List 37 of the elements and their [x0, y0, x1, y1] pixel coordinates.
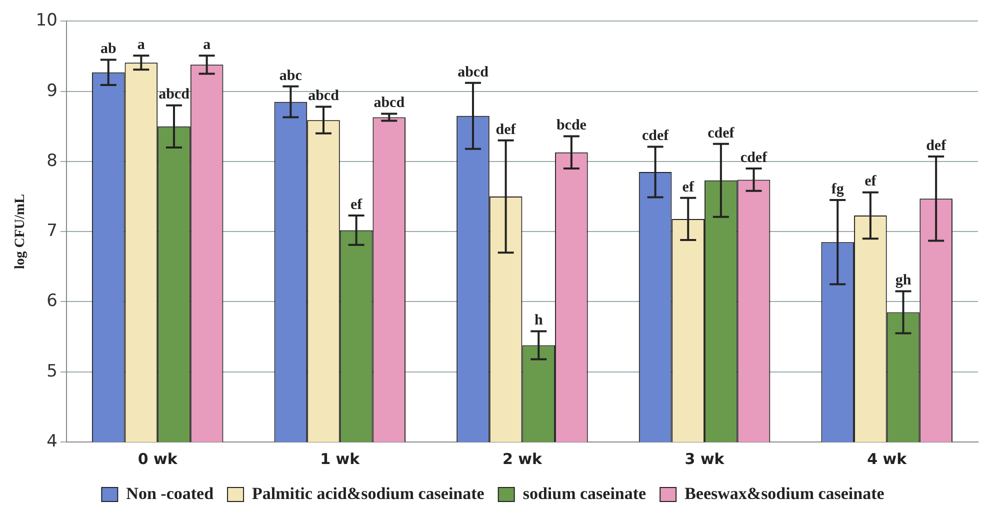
annotation: fg [831, 181, 844, 198]
annotation: h [534, 312, 544, 329]
x-tick-label: 0 wk [138, 450, 178, 468]
x-tick-label: 2 wk [502, 450, 543, 468]
annotation: ef [350, 196, 364, 213]
annotation: abcd [458, 64, 490, 80]
annotation: cdef [642, 128, 670, 144]
annotation: abcd [158, 86, 190, 103]
y-tick-label: 5 [46, 361, 58, 382]
annotation: def [496, 122, 517, 138]
y-tick-label: 7 [46, 221, 58, 242]
legend-label: Beeswax&sodium caseinate [684, 484, 885, 503]
annotation: cdef [740, 150, 768, 166]
annotation: cdef [708, 125, 736, 142]
legend-label: Non -coated [126, 484, 214, 503]
x-tick-label: 3 wk [684, 450, 726, 468]
annotation: a [137, 36, 146, 53]
y-tick-label: 4 [46, 431, 58, 452]
annotation: ef [682, 179, 695, 196]
x-tick-label: 1 wk [320, 450, 361, 468]
annotation: abcd [308, 88, 340, 104]
annotation: a [203, 36, 212, 53]
annotation: gh [895, 272, 912, 289]
annotation: def [926, 138, 948, 154]
y-tick-label: 8 [46, 150, 58, 171]
y-tick-label: 9 [46, 80, 58, 101]
annotation: ab [100, 41, 116, 58]
annotation: abc [279, 68, 302, 84]
x-tick-label: 4 wk [867, 450, 908, 468]
legend-label: Palmitic acid&sodium caseinate [252, 484, 485, 503]
annotation: abcd [374, 95, 406, 112]
annotation: ef [864, 174, 878, 190]
y-axis-title: log CFU/mL [13, 194, 28, 270]
annotation: bcde [556, 118, 587, 134]
y-tick-label: 10 [36, 10, 58, 31]
y-tick-label: 6 [46, 291, 58, 312]
legend-label: sodium caseinate [522, 484, 647, 503]
